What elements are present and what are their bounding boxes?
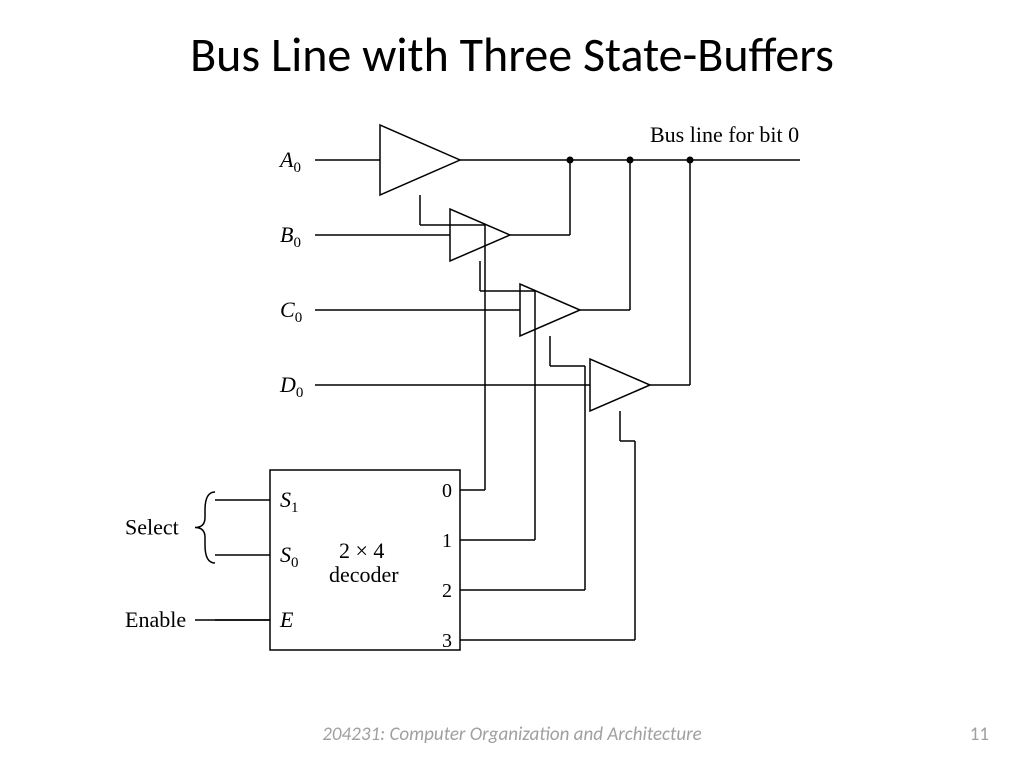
svg-text:1: 1	[442, 530, 452, 552]
svg-text:D0: D0	[279, 372, 303, 401]
svg-text:C0: C0	[280, 297, 302, 326]
footer-course: 204231: Computer Organization and Archit…	[0, 723, 1024, 746]
svg-text:0: 0	[442, 480, 452, 502]
svg-text:2 × 4: 2 × 4	[339, 538, 384, 563]
svg-text:3: 3	[442, 630, 452, 652]
svg-text:2: 2	[442, 580, 452, 602]
slide-title: Bus Line with Three State-Buffers	[0, 25, 1024, 84]
page-number: 11	[970, 723, 989, 746]
svg-text:Select: Select	[125, 515, 179, 540]
circuit-diagram: A0B0C0D0Bus line for bit 02 × 4decoderS1…	[120, 100, 900, 680]
svg-text:Bus line for bit 0: Bus line for bit 0	[650, 122, 799, 147]
svg-text:A0: A0	[278, 147, 301, 176]
svg-text:Enable: Enable	[125, 607, 186, 632]
svg-text:B0: B0	[280, 222, 301, 251]
svg-text:E: E	[279, 607, 294, 632]
svg-text:decoder: decoder	[329, 562, 399, 587]
